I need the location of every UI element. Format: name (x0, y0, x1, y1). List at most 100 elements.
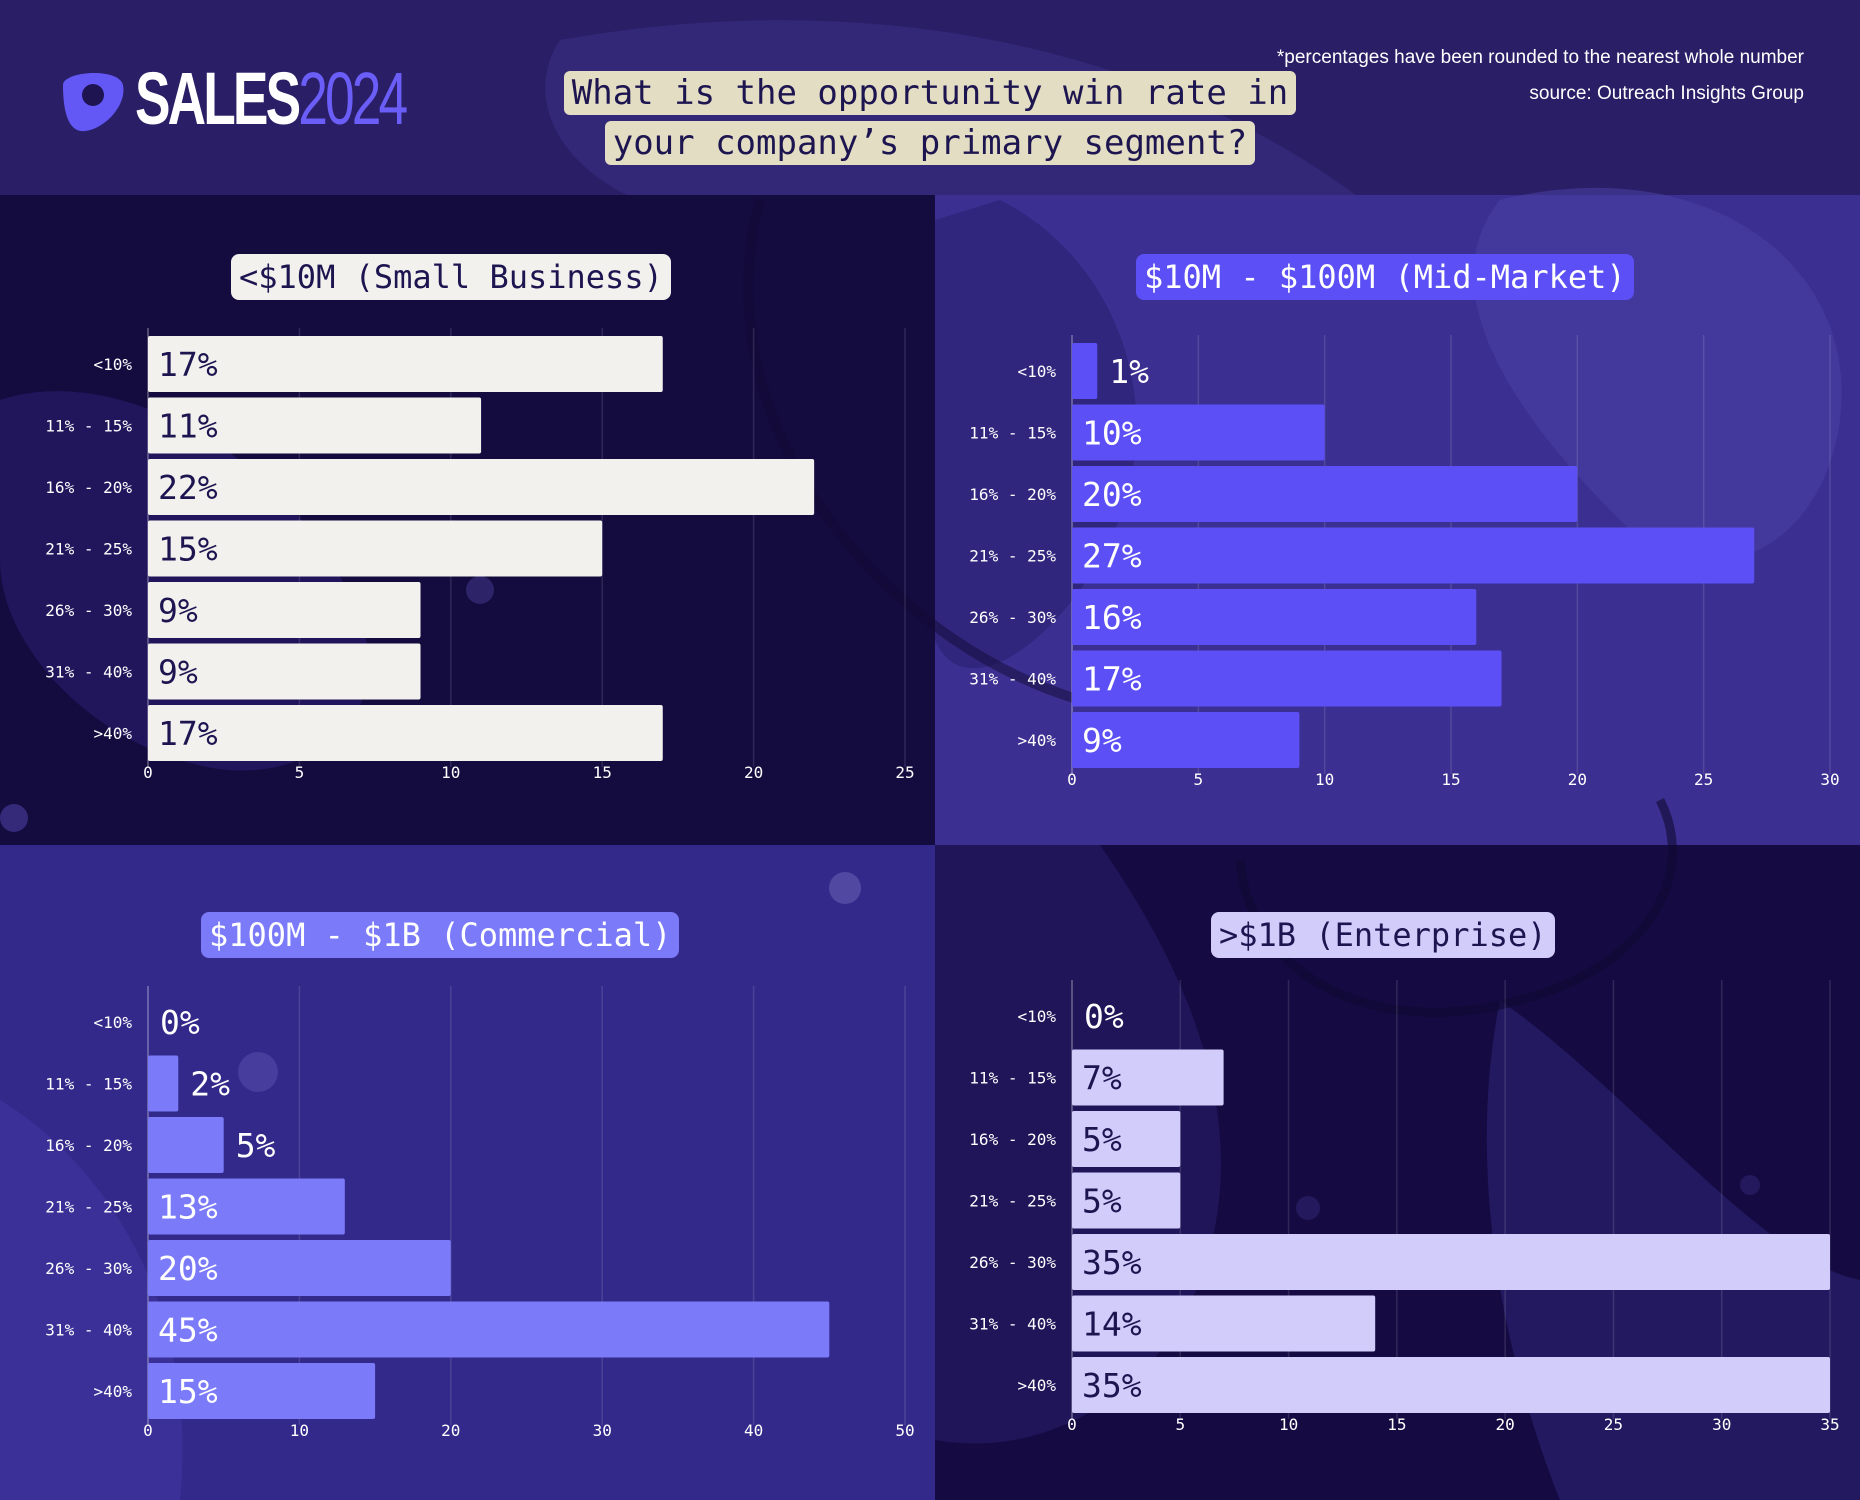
x-tick-label: 15 (1387, 1415, 1406, 1434)
category-label: <10% (1017, 1007, 1056, 1026)
notes: *percentages have been rounded to the ne… (1104, 40, 1804, 112)
category-label: 26% - 30% (45, 1259, 132, 1278)
bar (1072, 404, 1325, 461)
category-label: 31% - 40% (969, 1315, 1056, 1334)
value-label: 0% (160, 1003, 200, 1042)
category-label: 26% - 30% (969, 608, 1056, 627)
x-tick-label: 10 (1315, 770, 1334, 789)
category-label: >40% (1017, 731, 1056, 750)
x-tick-label: 20 (441, 1421, 460, 1440)
bar (148, 1240, 451, 1296)
value-label: 17% (158, 714, 218, 753)
category-label: 11% - 15% (45, 417, 132, 436)
value-label: 9% (158, 591, 198, 630)
value-label: 9% (1082, 721, 1122, 760)
x-tick-label: 0 (143, 763, 153, 782)
x-tick-label: 50 (895, 1421, 914, 1440)
value-label: 16% (1082, 598, 1142, 637)
bar (1072, 466, 1578, 522)
logo-year: 2024 (298, 57, 408, 140)
value-label: 15% (158, 530, 218, 569)
category-label: >40% (93, 1382, 132, 1401)
footnote: *percentages have been rounded to the ne… (1276, 47, 1804, 68)
x-tick-label: 20 (1568, 770, 1587, 789)
category-label: 16% - 20% (969, 1130, 1056, 1149)
chart-enterprise: 0 5 10 15 20 25 30 35 <10% 0% 11% - 15% 7% 16% - 20%… (969, 980, 1840, 1434)
chart-small-business: 0 5 10 15 20 25 <10% 17% 11% - 15% 11% 16% - 20% 22… (45, 328, 915, 782)
x-tick-label: 20 (1496, 1415, 1515, 1434)
bar (1072, 1234, 1830, 1290)
bar (1072, 1049, 1224, 1106)
value-label: 17% (1082, 660, 1142, 699)
category-label: 31% - 40% (45, 663, 132, 682)
bar (148, 705, 663, 761)
category-label: <10% (1017, 362, 1056, 381)
bar (148, 336, 663, 392)
bar (148, 643, 421, 700)
x-tick-label: 15 (593, 763, 612, 782)
category-label: 21% - 25% (969, 1192, 1056, 1211)
logo-word: SALES (135, 57, 301, 140)
category-label: 21% - 25% (45, 540, 132, 559)
bar (148, 1055, 179, 1112)
category-label: 16% - 20% (45, 478, 132, 497)
category-label: 16% - 20% (969, 485, 1056, 504)
value-label: 20% (1082, 475, 1142, 514)
value-label: 5% (236, 1126, 276, 1165)
x-tick-label: 10 (441, 763, 460, 782)
x-tick-label: 30 (1820, 770, 1839, 789)
value-label: 15% (158, 1372, 218, 1411)
x-tick-label: 25 (895, 763, 914, 782)
brand-shield-icon (63, 72, 124, 132)
bar (1072, 589, 1477, 645)
value-label: 20% (158, 1249, 218, 1288)
bar (1072, 1111, 1181, 1167)
value-label: 5% (1082, 1120, 1122, 1159)
x-tick-label: 5 (1175, 1415, 1185, 1434)
value-label: 1% (1109, 352, 1149, 391)
bar (1072, 343, 1098, 399)
x-tick-label: 0 (143, 1421, 153, 1440)
category-label: >40% (1017, 1376, 1056, 1395)
x-tick-label: 30 (593, 1421, 612, 1440)
bar (148, 1301, 830, 1358)
value-label: 35% (1082, 1243, 1142, 1282)
category-label: 11% - 15% (969, 424, 1056, 443)
panel-title-small-business: <$10M (Small Business) (231, 254, 671, 300)
x-tick-label: 5 (1194, 770, 1204, 789)
source-note: source: Outreach Insights Group (1529, 83, 1804, 104)
bar (148, 1178, 345, 1235)
logo-wordmark: SALES2024 (135, 62, 408, 136)
category-label: <10% (93, 355, 132, 374)
bar (148, 520, 603, 577)
value-label: 13% (158, 1188, 218, 1227)
panel-title-commercial: $100M - $1B (Commercial) (201, 912, 680, 958)
value-label: 45% (158, 1311, 218, 1350)
x-tick-label: 5 (295, 763, 305, 782)
bar (148, 397, 482, 454)
chart-commercial: 0 10 20 30 40 50 <10% 0% 11% - 15% 2% 16% - 20% 5% 2… (45, 986, 915, 1440)
chart-mid-market: 0 5 10 15 20 25 30 <10% 1% 11% - 15% 10% 16% - 20% 2… (969, 335, 1840, 789)
bar (1072, 650, 1502, 707)
value-label: 22% (158, 468, 218, 507)
category-label: >40% (93, 724, 132, 743)
x-tick-label: 20 (744, 763, 763, 782)
panel-title-enterprise: >$1B (Enterprise) (1211, 912, 1555, 958)
bar (148, 582, 421, 638)
bar (1072, 527, 1755, 584)
x-tick-label: 25 (1604, 1415, 1623, 1434)
bar (148, 1117, 224, 1173)
value-label: 2% (190, 1065, 230, 1104)
x-tick-label: 10 (290, 1421, 309, 1440)
category-label: 21% - 25% (45, 1198, 132, 1217)
category-label: 31% - 40% (45, 1321, 132, 1340)
category-label: 11% - 15% (45, 1075, 132, 1094)
bar (1072, 1295, 1376, 1352)
x-tick-label: 0 (1067, 1415, 1077, 1434)
category-label: 31% - 40% (969, 670, 1056, 689)
category-label: <10% (93, 1013, 132, 1032)
x-tick-label: 30 (1712, 1415, 1731, 1434)
category-label: 26% - 30% (969, 1253, 1056, 1272)
category-label: 16% - 20% (45, 1136, 132, 1155)
